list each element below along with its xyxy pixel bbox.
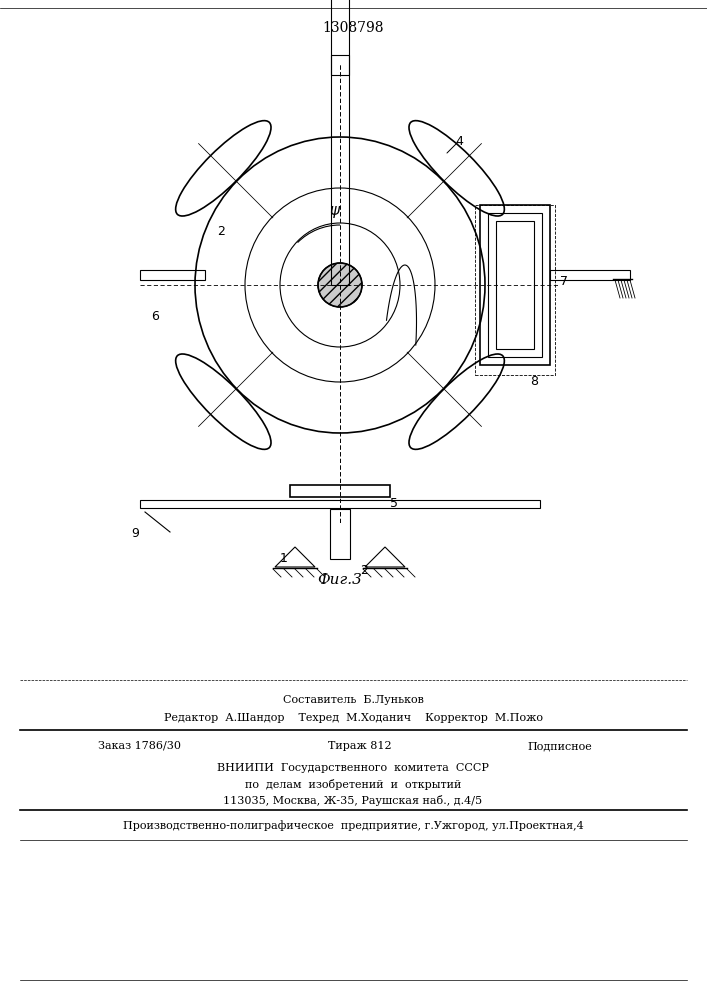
Text: 4: 4: [455, 135, 463, 148]
Bar: [140, 270, 205, 280]
Text: Подписное: Подписное: [527, 741, 592, 751]
Ellipse shape: [318, 263, 362, 307]
Text: ВНИИПИ  Государственного  комитета  СССР: ВНИИПИ Государственного комитета СССР: [217, 763, 489, 773]
Text: 2: 2: [360, 564, 368, 577]
Text: $\psi$: $\psi$: [329, 204, 341, 220]
Bar: [475, 205, 555, 375]
Text: по  делам  изобретений  и  открытий: по делам изобретений и открытий: [245, 778, 461, 790]
Text: Заказ 1786/30: Заказ 1786/30: [98, 741, 182, 751]
Text: Фиг.3: Фиг.3: [317, 573, 363, 587]
Text: 113035, Москва, Ж-35, Раушская наб., д.4/5: 113035, Москва, Ж-35, Раушская наб., д.4…: [223, 794, 483, 806]
Text: 9: 9: [131, 527, 139, 540]
Bar: [488, 213, 542, 357]
Bar: [331, 0, 349, 75]
Bar: [496, 221, 534, 349]
Bar: [290, 485, 390, 497]
Bar: [550, 270, 630, 280]
Bar: [330, 509, 350, 559]
Text: 1308798: 1308798: [322, 21, 384, 35]
Text: Производственно-полиграфическое  предприятие, г.Ужгород, ул.Проектная,4: Производственно-полиграфическое предприя…: [122, 821, 583, 831]
Bar: [480, 205, 550, 365]
Text: Составитель  Б.Луньков: Составитель Б.Луньков: [283, 695, 423, 705]
Text: 1: 1: [280, 552, 288, 565]
Text: Редактор  А.Шандор    Техред  М.Ходанич    Корректор  М.Пожо: Редактор А.Шандор Техред М.Ходанич Корре…: [163, 713, 542, 723]
Bar: [140, 500, 540, 508]
Text: 8: 8: [530, 375, 538, 388]
Text: 7: 7: [560, 275, 568, 288]
Bar: [331, 55, 349, 285]
Text: 6: 6: [151, 310, 159, 323]
Text: 2: 2: [217, 225, 225, 238]
Text: 5: 5: [390, 497, 398, 510]
Text: Тираж 812: Тираж 812: [328, 741, 392, 751]
